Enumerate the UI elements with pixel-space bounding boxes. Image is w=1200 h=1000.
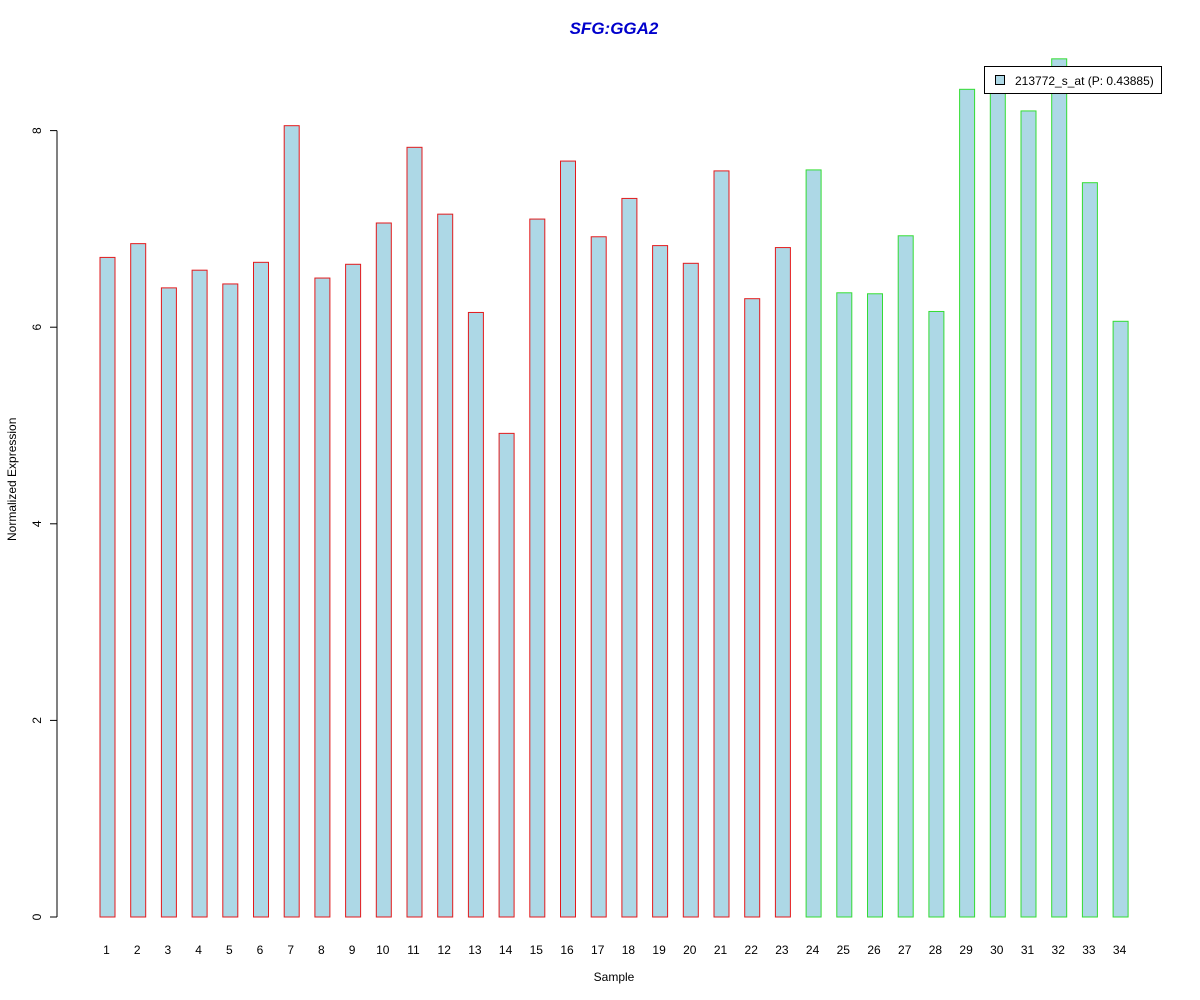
x-tick-label: 21	[714, 943, 728, 957]
bar	[375, 222, 392, 918]
x-tick-label: 17	[591, 943, 605, 957]
y-tick-label: 4	[30, 520, 44, 527]
x-tick-label: 15	[530, 943, 544, 957]
chart-title: SFG:GGA2	[569, 19, 659, 38]
bar	[253, 261, 269, 918]
bar	[498, 432, 515, 918]
bar	[467, 311, 484, 918]
bar	[652, 245, 669, 918]
x-tick-label: 11	[407, 943, 420, 957]
x-tick-label: 6	[257, 943, 264, 957]
bar	[314, 277, 331, 918]
legend: 213772_s_at (P: 0.43885)	[984, 66, 1162, 94]
bar	[222, 283, 239, 918]
x-tick-label: 26	[867, 943, 881, 957]
legend-label: 213772_s_at (P: 0.43885)	[1015, 74, 1154, 88]
x-tick-label: 2	[134, 943, 141, 957]
x-tick-label: 22	[745, 943, 759, 957]
x-tick-label: 23	[775, 943, 789, 957]
x-tick-label: 32	[1052, 943, 1066, 957]
bar	[621, 197, 638, 918]
x-tick-label: 7	[287, 943, 294, 957]
x-tick-label: 18	[622, 943, 636, 957]
bar	[928, 310, 945, 918]
bar	[1020, 110, 1037, 918]
bar	[283, 125, 300, 918]
bar	[989, 78, 1006, 918]
x-tick-label: 5	[226, 943, 233, 957]
y-tick-label: 2	[30, 717, 44, 724]
bar	[959, 88, 976, 918]
x-tick-label: 25	[837, 943, 851, 957]
x-tick-label: 1	[103, 943, 110, 957]
bar	[345, 263, 362, 918]
bar	[744, 298, 761, 918]
x-tick-label: 14	[499, 943, 513, 957]
x-tick-label: 24	[806, 943, 820, 957]
y-tick-label: 8	[30, 127, 44, 134]
bar	[560, 160, 576, 918]
x-tick-label: 16	[560, 943, 574, 957]
x-tick-label: 3	[165, 943, 172, 957]
bar	[774, 247, 791, 918]
bar	[836, 292, 853, 918]
bar	[406, 146, 423, 918]
bar	[437, 213, 454, 918]
x-axis-label: Sample	[593, 970, 635, 984]
bar	[130, 243, 147, 918]
x-tick-label: 9	[349, 943, 356, 957]
x-tick-label: 33	[1082, 943, 1096, 957]
x-tick-label: 8	[318, 943, 325, 957]
x-tick-label: 29	[959, 943, 973, 957]
x-tick-label: 31	[1021, 943, 1035, 957]
bar	[682, 262, 699, 918]
x-tick-label: 20	[683, 943, 697, 957]
x-tick-label: 19	[652, 943, 666, 957]
y-tick-label: 0	[30, 913, 44, 920]
x-tick-label: 27	[898, 943, 912, 957]
bar	[1112, 320, 1129, 918]
bar	[590, 236, 607, 918]
bar	[160, 287, 177, 918]
bar	[713, 170, 730, 918]
bar	[1051, 58, 1068, 918]
x-tick-label: 28	[929, 943, 943, 957]
y-axis-label: Normalized Expression	[5, 417, 19, 541]
x-tick-label: 4	[195, 943, 202, 957]
bar	[867, 293, 883, 918]
bar	[99, 256, 116, 918]
y-tick-label: 6	[30, 324, 44, 331]
x-tick-label: 34	[1113, 943, 1127, 957]
bar	[1081, 182, 1098, 918]
bar	[191, 269, 208, 918]
bar	[805, 169, 822, 918]
legend-swatch	[995, 75, 1005, 85]
x-tick-label: 10	[376, 943, 390, 957]
bar	[897, 235, 914, 918]
x-tick-label: 12	[438, 943, 452, 957]
bar	[529, 218, 546, 918]
x-tick-label: 13	[468, 943, 482, 957]
x-tick-label: 30	[990, 943, 1004, 957]
